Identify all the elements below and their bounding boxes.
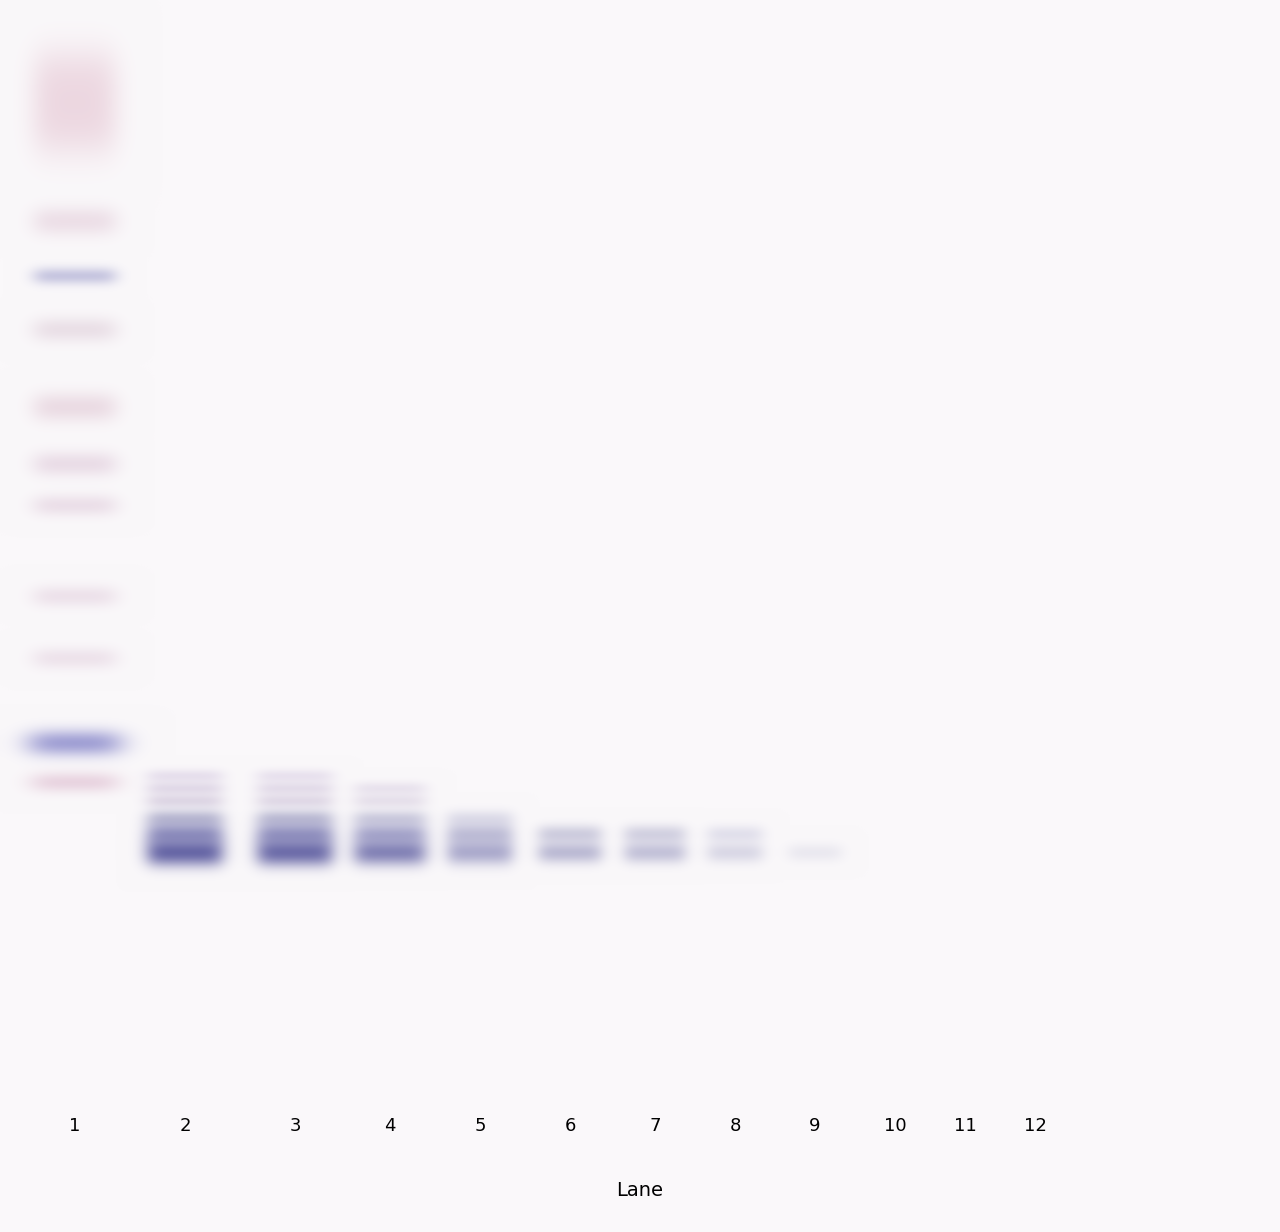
Text: 8: 8 [730, 1116, 741, 1135]
Text: 7: 7 [649, 1116, 660, 1135]
Text: 12: 12 [1024, 1116, 1047, 1135]
Text: 1: 1 [69, 1116, 81, 1135]
Text: 3: 3 [289, 1116, 301, 1135]
Text: 5: 5 [475, 1116, 485, 1135]
Text: Lane: Lane [617, 1181, 663, 1200]
Text: 6: 6 [564, 1116, 576, 1135]
Text: 2: 2 [179, 1116, 191, 1135]
Text: 11: 11 [954, 1116, 977, 1135]
Text: 10: 10 [883, 1116, 906, 1135]
Text: 9: 9 [809, 1116, 820, 1135]
Text: 4: 4 [384, 1116, 396, 1135]
